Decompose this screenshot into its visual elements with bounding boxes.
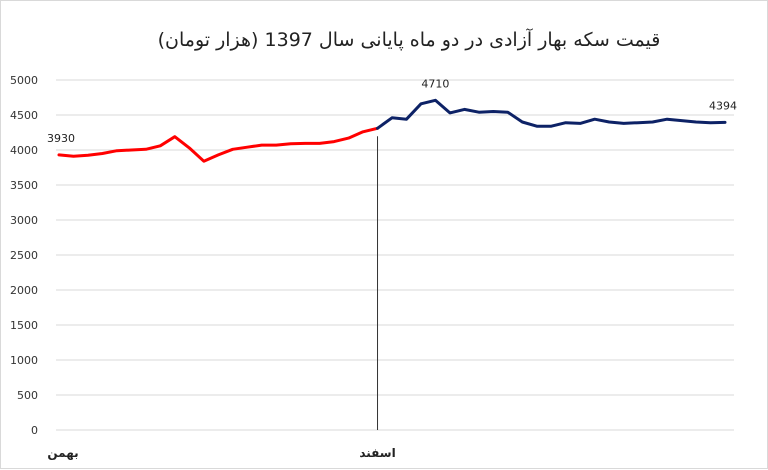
y-tick-label: 1000	[10, 354, 38, 367]
x-category-label: اسفند	[359, 446, 395, 460]
y-tick-label: 4000	[10, 144, 38, 157]
y-tick-label: 0	[31, 424, 38, 437]
series-layer	[57, 98, 727, 163]
y-tick-label: 4500	[10, 109, 38, 122]
grid-layer	[56, 79, 734, 431]
y-tick-label: 500	[17, 389, 38, 402]
y-tick-label: 3000	[10, 214, 38, 227]
x-category-label: بهمن	[47, 446, 78, 460]
y-tick-label: 1500	[10, 319, 38, 332]
y-tick-label: 2000	[10, 284, 38, 297]
y-tick-label: 5000	[10, 74, 38, 87]
y-tick-label: 2500	[10, 249, 38, 262]
data-label: 4394	[709, 99, 737, 112]
chart-title: قیمت سکه بهار آزادی در دو ماه پایانی سال…	[158, 27, 661, 51]
data-label-layer: 3930 4710 4394	[47, 77, 737, 145]
data-label: 4710	[421, 77, 449, 90]
x-axis-labels: بهمن اسفند	[47, 446, 395, 460]
y-tick-label: 3500	[10, 179, 38, 192]
y-axis-ticks: 0 500 1000 1500 2000 2500 3000 3500 4000 4500 5000	[10, 74, 38, 437]
data-label: 3930	[47, 132, 75, 145]
series-line-0	[57, 126, 379, 163]
series-line-1	[376, 98, 727, 130]
